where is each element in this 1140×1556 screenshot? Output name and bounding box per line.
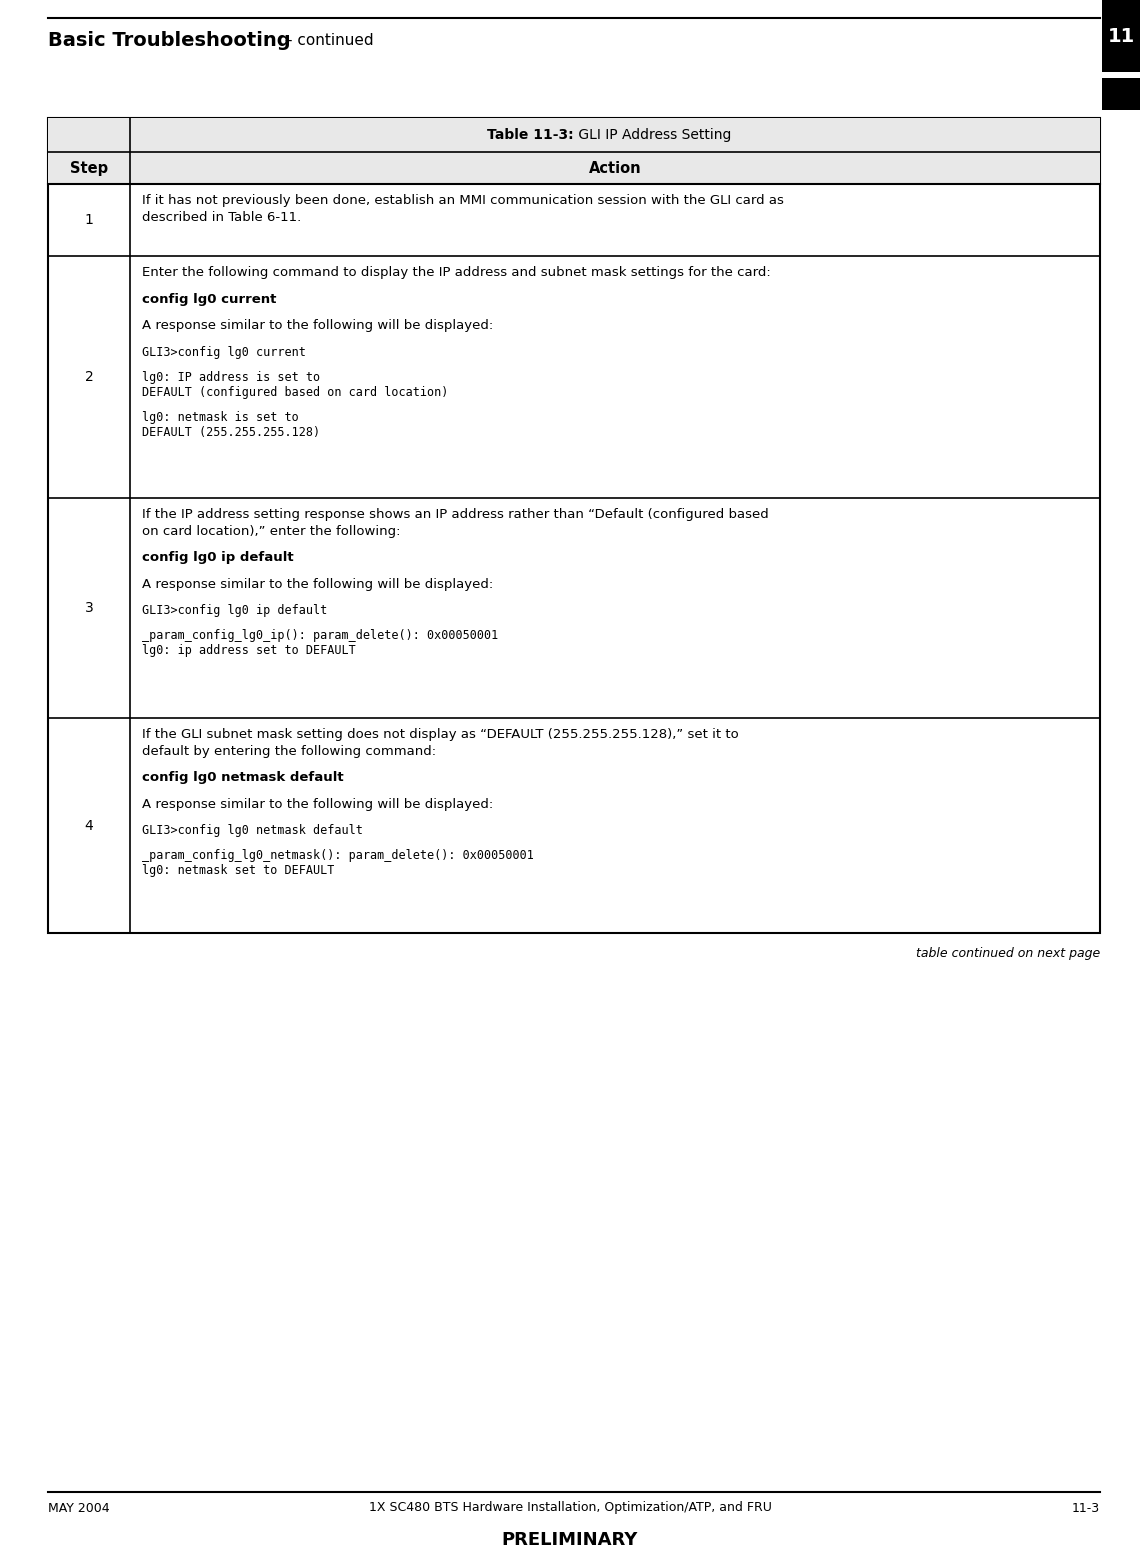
Text: DEFAULT (255.255.255.128): DEFAULT (255.255.255.128): [142, 425, 320, 439]
Text: config lg0 current: config lg0 current: [142, 293, 276, 305]
Text: lg0: ip address set to DEFAULT: lg0: ip address set to DEFAULT: [142, 644, 356, 657]
Text: MAY 2004: MAY 2004: [48, 1502, 109, 1514]
Text: 4: 4: [84, 818, 93, 832]
Text: table continued on next page: table continued on next page: [915, 948, 1100, 960]
Text: on card location),” enter the following:: on card location),” enter the following:: [142, 524, 400, 537]
Text: A response similar to the following will be displayed:: A response similar to the following will…: [142, 577, 494, 590]
Bar: [48, 152, 1100, 184]
Text: If it has not previously been done, establish an MMI communication session with : If it has not previously been done, esta…: [142, 194, 784, 207]
Bar: [48, 118, 1100, 934]
Text: Step: Step: [70, 160, 108, 176]
Text: 3: 3: [84, 601, 93, 615]
Text: GLI3>config lg0 current: GLI3>config lg0 current: [142, 345, 306, 358]
Text: 2: 2: [84, 370, 93, 384]
Text: default by entering the following command:: default by entering the following comman…: [142, 744, 437, 758]
Text: config lg0 ip default: config lg0 ip default: [142, 551, 294, 563]
Text: DEFAULT (configured based on card location): DEFAULT (configured based on card locati…: [142, 386, 448, 398]
Text: – continued: – continued: [280, 33, 374, 48]
Text: A response similar to the following will be displayed:: A response similar to the following will…: [142, 319, 494, 331]
Text: GLI3>config lg0 ip default: GLI3>config lg0 ip default: [142, 604, 327, 618]
Text: config lg0 netmask default: config lg0 netmask default: [142, 772, 343, 784]
Text: PRELIMINARY: PRELIMINARY: [502, 1531, 638, 1550]
Text: Basic Troubleshooting: Basic Troubleshooting: [48, 31, 291, 50]
Text: _param_config_lg0_ip(): param_delete(): 0x00050001: _param_config_lg0_ip(): param_delete(): …: [142, 629, 498, 643]
Bar: [1102, 0, 1140, 72]
Text: described in Table 6-11.: described in Table 6-11.: [142, 210, 301, 224]
Text: 11: 11: [1107, 26, 1134, 45]
Text: lg0: IP address is set to: lg0: IP address is set to: [142, 370, 320, 383]
Text: lg0: netmask set to DEFAULT: lg0: netmask set to DEFAULT: [142, 864, 334, 878]
Text: If the GLI subnet mask setting does not display as “DEFAULT (255.255.255.128),” : If the GLI subnet mask setting does not …: [142, 728, 739, 741]
Text: Table 11-3:: Table 11-3:: [488, 128, 575, 142]
Bar: [48, 118, 1100, 152]
Text: 11-3: 11-3: [1072, 1502, 1100, 1514]
Text: GLI IP Address Setting: GLI IP Address Setting: [575, 128, 732, 142]
Text: Action: Action: [588, 160, 642, 176]
Text: 1X SC480 BTS Hardware Installation, Optimization/ATP, and FRU: 1X SC480 BTS Hardware Installation, Opti…: [368, 1502, 772, 1514]
Text: If the IP address setting response shows an IP address rather than “Default (con: If the IP address setting response shows…: [142, 507, 768, 521]
Text: _param_config_lg0_netmask(): param_delete(): 0x00050001: _param_config_lg0_netmask(): param_delet…: [142, 850, 534, 862]
Text: 1: 1: [84, 213, 93, 227]
Text: lg0: netmask is set to: lg0: netmask is set to: [142, 411, 299, 423]
Bar: [1102, 78, 1140, 110]
Text: GLI3>config lg0 netmask default: GLI3>config lg0 netmask default: [142, 825, 363, 837]
Text: A response similar to the following will be displayed:: A response similar to the following will…: [142, 798, 494, 811]
Text: Enter the following command to display the IP address and subnet mask settings f: Enter the following command to display t…: [142, 266, 771, 279]
